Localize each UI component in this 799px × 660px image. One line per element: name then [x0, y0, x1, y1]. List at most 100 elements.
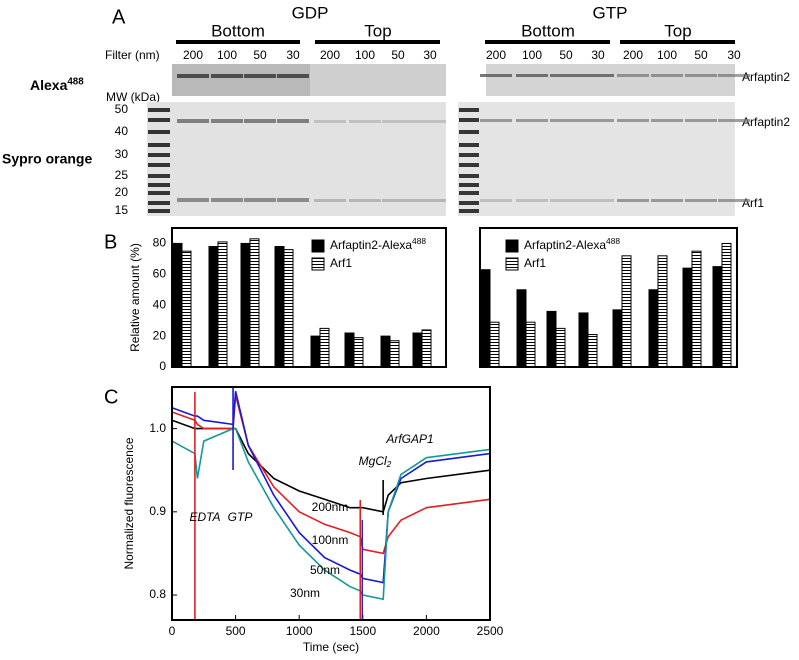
- band: [516, 199, 548, 202]
- band: [459, 191, 479, 195]
- x-tick-label: 2500: [477, 624, 504, 638]
- y-axis-label: Relative amount (%): [128, 243, 142, 352]
- band: [148, 163, 170, 167]
- band: [177, 74, 209, 78]
- bar: [208, 246, 219, 368]
- mw-label: MW (kDa): [106, 90, 160, 104]
- bar: [721, 242, 732, 368]
- band: [651, 74, 683, 77]
- bar: [274, 246, 285, 368]
- bar: [283, 249, 294, 368]
- bar: [172, 242, 183, 368]
- band-label: Arf1: [742, 196, 764, 210]
- band: [718, 74, 750, 77]
- x-tick-label: 0: [169, 624, 176, 638]
- y-axis-label: Normalized fluorescence: [122, 437, 136, 569]
- panel-label: C: [104, 386, 118, 408]
- bar: [181, 250, 192, 368]
- y-tick-label: 60: [153, 267, 167, 281]
- annotation: ArfGAP1: [385, 432, 433, 446]
- y-tick-label: 0: [159, 359, 166, 373]
- band: [148, 118, 170, 122]
- band: [459, 174, 479, 178]
- x-tick-label: 2000: [413, 624, 440, 638]
- series-label: 50nm: [310, 563, 340, 577]
- filter-size: 50: [391, 48, 405, 62]
- bar: [587, 334, 598, 368]
- filter-size: 30: [591, 48, 605, 62]
- bar: [657, 255, 668, 368]
- band: [651, 199, 683, 202]
- band: [459, 163, 479, 167]
- band: [277, 74, 309, 78]
- series-line: [171, 391, 491, 584]
- band: [148, 201, 170, 205]
- panel-label: B: [104, 231, 117, 253]
- band: [651, 119, 683, 122]
- band: [582, 74, 614, 77]
- y-tick-label: 0.9: [149, 504, 166, 518]
- bar: [578, 312, 589, 368]
- band: [148, 108, 170, 112]
- bar: [712, 266, 723, 368]
- band: [314, 120, 346, 123]
- bar: [621, 255, 632, 368]
- bar: [682, 267, 693, 368]
- band: [459, 153, 479, 157]
- band: [459, 209, 479, 213]
- x-axis-label: Time (sec): [303, 640, 359, 654]
- band: [550, 199, 582, 202]
- series-line: [171, 427, 491, 601]
- filter-size: 30: [286, 48, 300, 62]
- band: [459, 201, 479, 205]
- x-tick-label: 1000: [286, 624, 313, 638]
- bar: [217, 241, 228, 368]
- band: [617, 199, 649, 202]
- band: [382, 120, 414, 123]
- bar: [344, 332, 355, 368]
- legend-swatch: [311, 257, 325, 271]
- band: [550, 119, 582, 122]
- y-tick-label: 0.8: [149, 587, 166, 601]
- plot-frame: [171, 227, 447, 368]
- band: [414, 120, 446, 123]
- bar: [648, 289, 659, 368]
- bar: [319, 327, 330, 368]
- condition: GDP: [292, 3, 329, 22]
- band: [148, 174, 170, 178]
- stain-label: Alexa488: [30, 76, 84, 93]
- filter-size: 100: [522, 48, 542, 62]
- bar: [389, 340, 400, 368]
- filter-size: 50: [559, 48, 573, 62]
- band: [349, 199, 381, 202]
- filter-size: 100: [217, 48, 237, 62]
- filter-size: 50: [253, 48, 267, 62]
- mw-marker: 50: [115, 102, 129, 116]
- filter-size: 200: [183, 48, 203, 62]
- band: [685, 199, 717, 202]
- band: [277, 119, 309, 123]
- band: [685, 74, 717, 77]
- band: [211, 119, 243, 123]
- band: [244, 74, 276, 78]
- filter-size: 200: [623, 48, 643, 62]
- band-label: Arfaptin2: [742, 115, 790, 129]
- plot-frame: [479, 227, 738, 368]
- band: [582, 119, 614, 122]
- position: Top: [364, 21, 391, 40]
- bar: [380, 335, 391, 368]
- filter-size: 100: [355, 48, 375, 62]
- y-tick-label: 80: [153, 236, 167, 250]
- band: [148, 191, 170, 195]
- band: [459, 130, 479, 134]
- bar: [612, 309, 623, 368]
- filter-size: 30: [423, 48, 437, 62]
- legend-label: Arf1: [330, 256, 352, 270]
- bar: [240, 242, 251, 368]
- gel-bands: [148, 74, 750, 213]
- y-tick-label: 40: [153, 297, 167, 311]
- annotation: MgCl2: [359, 454, 392, 469]
- bar: [525, 321, 536, 368]
- band: [414, 199, 446, 202]
- band: [148, 209, 170, 213]
